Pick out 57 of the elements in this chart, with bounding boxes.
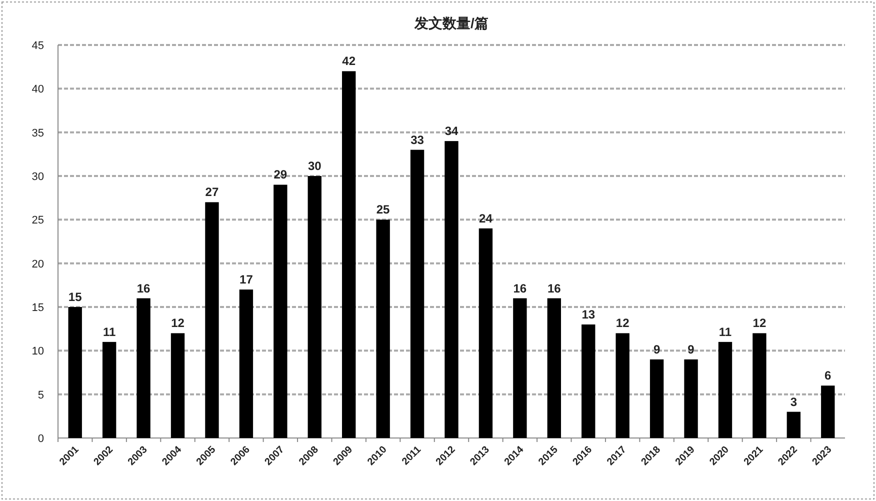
data-label: 3 — [790, 394, 798, 409]
chart-title: 发文数量/篇 — [414, 15, 488, 31]
data-label: 27 — [205, 185, 219, 200]
bar — [376, 220, 390, 438]
data-label: 25 — [376, 202, 390, 217]
data-label: 16 — [136, 281, 151, 296]
bar — [616, 333, 630, 438]
y-tick-label: 25 — [32, 214, 44, 227]
data-label: 9 — [688, 342, 695, 356]
data-label: 34 — [444, 124, 458, 138]
y-tick-label: 5 — [38, 389, 44, 402]
bar — [205, 202, 219, 438]
data-label: 30 — [308, 159, 322, 173]
data-label: 13 — [582, 307, 596, 322]
bar — [582, 324, 596, 438]
bar — [752, 333, 766, 438]
data-label: 17 — [240, 272, 254, 287]
y-tick-label: 45 — [32, 40, 44, 52]
data-label: 12 — [171, 316, 185, 330]
data-label: 24 — [479, 211, 493, 226]
y-tick-label: 30 — [32, 171, 44, 183]
bar — [274, 184, 288, 438]
data-label: 12 — [616, 316, 630, 330]
data-label: 33 — [410, 132, 424, 147]
bar — [136, 298, 150, 438]
data-label: 29 — [274, 168, 288, 182]
data-label: 12 — [752, 316, 766, 330]
bar — [786, 412, 801, 438]
data-label: 9 — [653, 342, 660, 356]
data-label: 11 — [102, 324, 116, 339]
bar — [513, 298, 527, 438]
bar — [239, 290, 254, 438]
data-label: 42 — [342, 54, 356, 68]
bar — [308, 176, 322, 438]
bar — [444, 141, 458, 438]
bar — [68, 307, 82, 438]
data-label: 16 — [547, 281, 562, 296]
data-label: 6 — [824, 368, 832, 383]
bar — [684, 359, 698, 438]
bar — [547, 298, 561, 438]
bar — [478, 228, 493, 438]
bar — [650, 359, 664, 438]
data-label: 11 — [718, 324, 732, 339]
bar — [102, 342, 116, 438]
bar — [410, 150, 424, 438]
bar — [170, 333, 185, 438]
y-tick-label: 0 — [38, 433, 44, 445]
y-tick-label: 35 — [32, 127, 44, 140]
bar — [342, 71, 356, 438]
y-tick-label: 15 — [32, 302, 44, 314]
y-tick-label: 10 — [32, 346, 44, 358]
data-label: 15 — [68, 290, 82, 304]
bar — [718, 342, 732, 438]
y-tick-label: 40 — [32, 84, 44, 96]
bar — [821, 386, 835, 438]
y-tick-label: 20 — [32, 258, 44, 270]
data-label: 16 — [513, 281, 527, 296]
